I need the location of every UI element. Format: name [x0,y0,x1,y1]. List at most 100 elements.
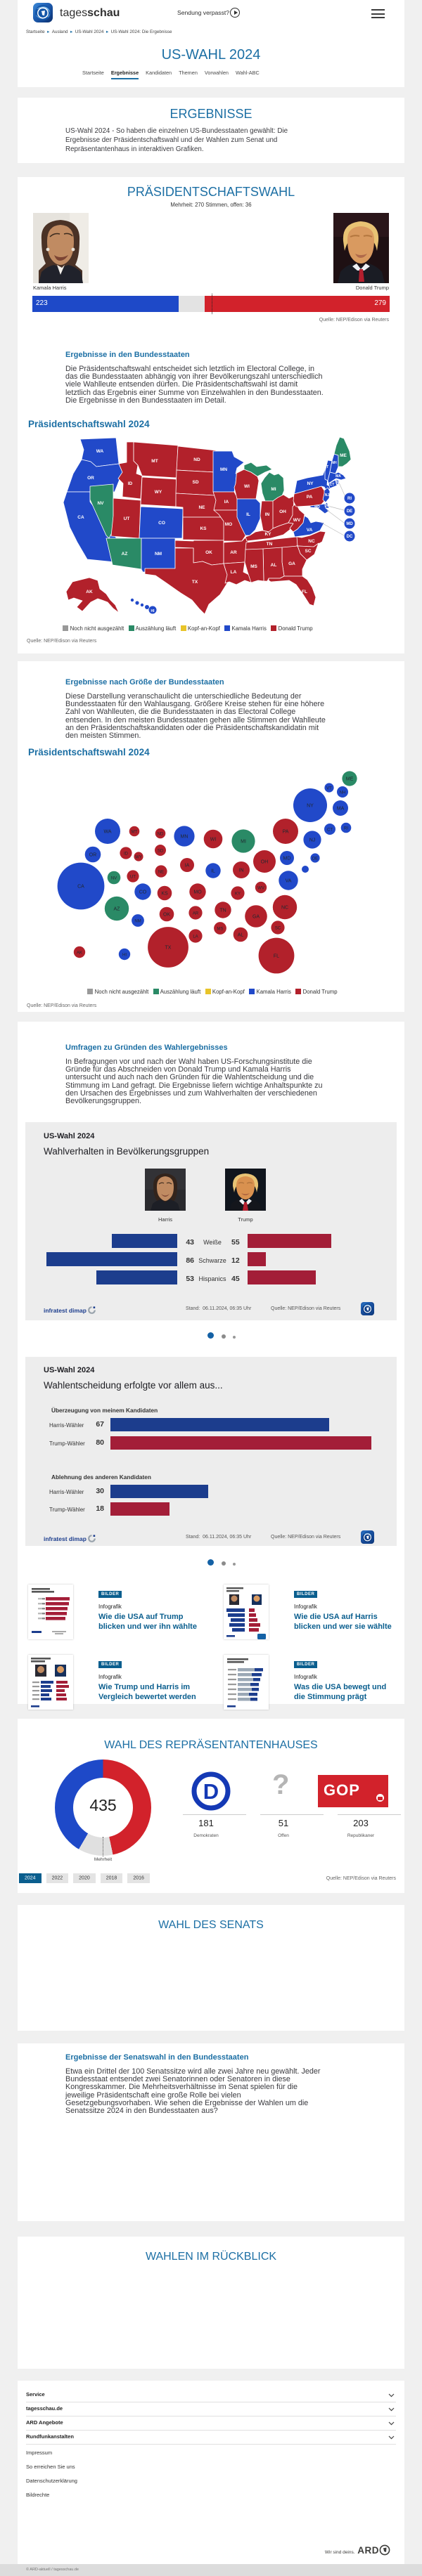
svg-text:NJ: NJ [325,493,330,497]
svg-text:ME: ME [346,776,354,781]
svg-text:AR: AR [230,550,237,555]
svg-text:NC: NC [281,905,288,910]
svg-text:CT: CT [330,483,335,487]
svg-text:TN: TN [219,908,226,913]
svg-text:WY: WY [135,855,142,859]
svg-text:VT: VT [326,786,332,791]
svg-text:OH: OH [279,509,286,514]
svg-text:MN: MN [220,467,227,472]
svg-text:SD: SD [158,849,164,853]
svg-text:MN: MN [181,834,188,839]
svg-text:DE: DE [347,509,352,514]
svg-text:MS: MS [250,564,257,569]
svg-text:IA: IA [224,500,229,505]
svg-text:AZ: AZ [114,906,121,911]
svg-text:TX: TX [165,945,172,950]
svg-text:NV: NV [111,876,117,880]
svg-text:MD: MD [283,856,291,861]
svg-text:IL: IL [211,869,215,873]
svg-text:UT: UT [124,516,130,521]
svg-text:ID: ID [128,481,133,486]
svg-text:MD: MD [314,505,320,509]
svg-text:WV: WV [257,886,264,890]
svg-text:DE: DE [325,504,331,508]
svg-text:AK: AK [86,590,93,594]
svg-text:MD: MD [346,522,353,526]
svg-text:RI: RI [344,826,348,831]
svg-text:OR: OR [87,476,94,481]
svg-text:MA: MA [337,806,345,811]
svg-text:WI: WI [244,484,250,489]
svg-text:MT: MT [151,459,158,464]
svg-text:IN: IN [265,512,270,517]
svg-text:KY: KY [235,892,241,896]
svg-text:MO: MO [225,522,232,527]
svg-text:SC: SC [305,549,311,554]
svg-text:CO: CO [158,521,165,526]
svg-text:NM: NM [155,552,162,557]
svg-text:FL: FL [302,590,307,594]
svg-text:NE: NE [158,870,164,874]
svg-text:OK: OK [163,912,170,917]
svg-text:VA: VA [307,528,313,533]
svg-text:WY: WY [155,490,162,495]
svg-text:CA: CA [77,515,84,520]
svg-text:HI: HI [151,609,155,613]
svg-text:MI: MI [241,839,246,844]
svg-text:HI: HI [122,953,127,957]
svg-text:WA: WA [103,829,111,834]
svg-text:AL: AL [238,932,244,937]
svg-text:NH: NH [340,791,346,795]
svg-text:NE: NE [198,505,205,510]
svg-text:GA: GA [252,914,260,919]
svg-text:AK: AK [77,951,82,955]
svg-text:NV: NV [97,501,104,506]
svg-text:PA: PA [283,829,289,834]
svg-text:MT: MT [132,830,138,834]
svg-text:MA: MA [335,474,341,479]
svg-text:AZ: AZ [122,552,128,557]
svg-text:IN: IN [239,868,244,873]
svg-text:IA: IA [185,863,190,868]
svg-text:SD: SD [192,480,198,485]
svg-text:NM: NM [134,919,141,923]
svg-text:AR: AR [193,911,199,916]
svg-text:DE: DE [312,857,318,861]
svg-text:OR: OR [89,852,97,857]
svg-text:MO: MO [193,890,202,895]
svg-text:DC: DC [347,535,353,539]
svg-text:AL: AL [271,563,277,568]
svg-text:NY: NY [307,481,314,486]
svg-text:TX: TX [192,580,198,585]
svg-text:OH: OH [261,859,269,864]
svg-text:WI: WI [210,837,217,842]
svg-text:WA: WA [96,449,104,454]
svg-text:MI: MI [271,487,276,492]
svg-text:NJ: NJ [309,838,316,843]
svg-text:ME: ME [340,453,347,458]
svg-text:GA: GA [288,561,295,566]
svg-text:WV: WV [293,518,301,523]
svg-text:KY: KY [264,532,271,537]
svg-text:PA: PA [307,495,313,500]
svg-text:UT: UT [130,875,136,879]
svg-text:NY: NY [307,803,314,808]
svg-text:D: D [203,1779,219,1804]
svg-text:LA: LA [193,935,198,939]
svg-text:ID: ID [124,852,129,856]
svg-text:LA: LA [231,570,237,575]
svg-text:MS: MS [217,927,224,931]
svg-text:ND: ND [158,832,164,836]
svg-text:IL: IL [246,512,250,517]
svg-text:KS: KS [200,526,207,531]
svg-text:SC: SC [275,926,281,930]
svg-text:VA: VA [286,878,292,883]
svg-text:ND: ND [193,457,200,462]
svg-text:FL: FL [274,954,279,958]
svg-text:TN: TN [267,542,273,547]
svg-text:CA: CA [77,884,84,889]
svg-text:NC: NC [308,539,315,544]
svg-text:NH: NH [331,461,337,465]
svg-text:CT: CT [327,828,333,832]
svg-text:OK: OK [205,550,212,555]
